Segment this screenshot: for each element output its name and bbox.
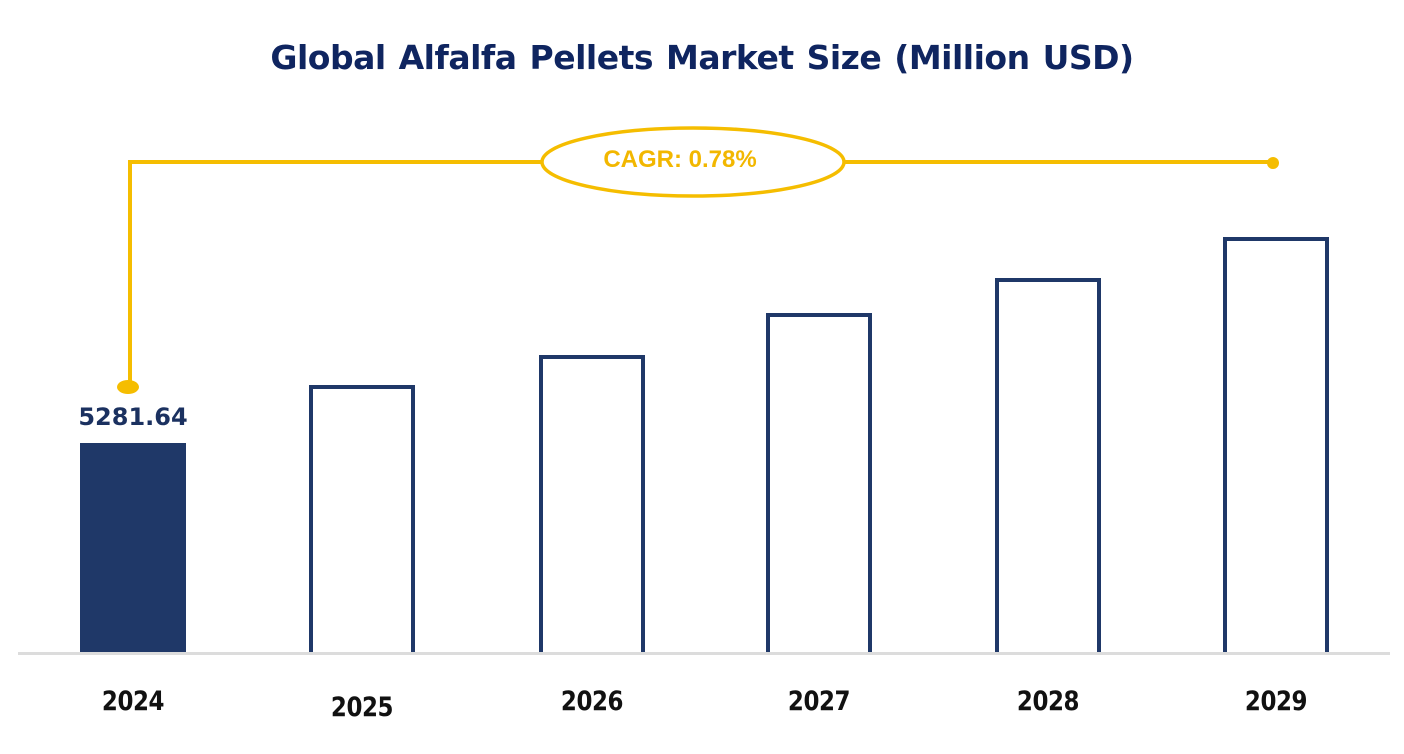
x-tick-label-2028: 2028 <box>1016 686 1080 717</box>
bar-2029 <box>1223 237 1329 652</box>
bar-2024 <box>80 443 186 652</box>
cagr-start-dot <box>117 380 139 394</box>
data-label-2024: 5281.64 <box>78 403 188 431</box>
x-tick-label-2024: 2024 <box>101 686 165 717</box>
x-tick-label-2027: 2027 <box>787 686 851 717</box>
bar-2027 <box>766 313 872 652</box>
bar-2025 <box>309 385 415 652</box>
chart-title: Global Alfalfa Pellets Market Size (Mill… <box>270 38 1134 77</box>
cagr-label: CAGR: 0.78% <box>603 146 757 173</box>
x-tick-label-2025: 2025 <box>330 692 394 723</box>
x-axis-baseline <box>18 652 1390 655</box>
x-tick-label-2029: 2029 <box>1244 686 1308 717</box>
cagr-ellipse <box>540 126 846 198</box>
bar-2028 <box>995 278 1101 652</box>
cagr-end-dot <box>1267 157 1279 169</box>
x-tick-label-2026: 2026 <box>560 686 624 717</box>
bar-2026 <box>539 355 645 652</box>
